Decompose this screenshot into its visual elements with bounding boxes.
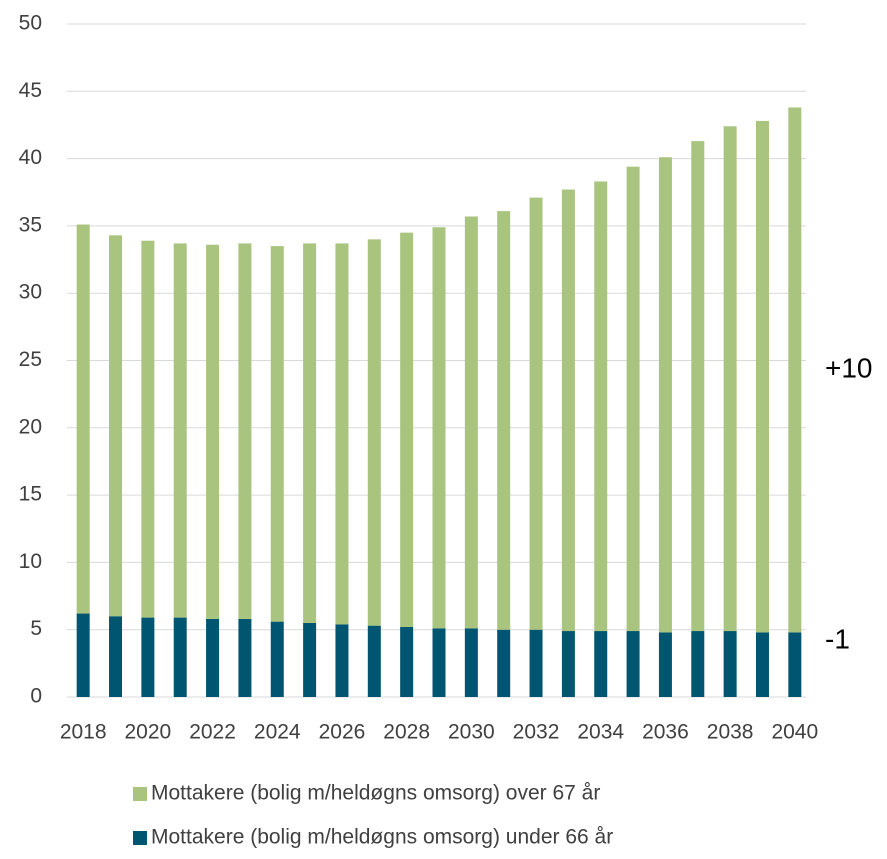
x-tick-label: 2024 [254, 721, 301, 744]
y-tick-label: 25 [19, 348, 42, 371]
bar-segment [529, 197, 543, 630]
x-tick-label: 2018 [60, 721, 107, 744]
bar-segment [432, 628, 446, 697]
bar-segment [335, 624, 349, 697]
bar-segment [141, 617, 155, 697]
bar-segment [335, 243, 349, 625]
bar-segment [755, 120, 769, 633]
y-tick-label: 35 [19, 213, 42, 236]
bar-segment [206, 244, 220, 619]
bar-segment [464, 216, 478, 629]
bar-segment [788, 632, 802, 697]
x-tick-label: 2028 [383, 721, 430, 744]
bar-segment [464, 628, 478, 697]
y-tick-label: 40 [19, 146, 42, 169]
bar-segment [76, 613, 90, 697]
bar-segment [497, 629, 511, 697]
bar-segment [755, 632, 769, 697]
x-tick-label: 2038 [707, 721, 754, 744]
x-tick-label: 2022 [189, 721, 236, 744]
x-tick-label: 2034 [577, 721, 624, 744]
y-tick-label: 0 [30, 685, 42, 708]
x-tick-label: 2036 [642, 721, 689, 744]
bar-segment [529, 629, 543, 697]
bar-segment [303, 243, 317, 623]
bar-segment [270, 246, 284, 622]
x-tick-label: 2030 [448, 721, 495, 744]
bar-segment [141, 240, 155, 618]
bar-segment [658, 157, 672, 633]
bar-segment [367, 239, 381, 626]
y-tick-label: 30 [19, 281, 42, 304]
bar-segment [691, 631, 705, 697]
bar-segment [594, 631, 608, 697]
bar-segment [238, 618, 252, 697]
bar-segment [109, 616, 123, 697]
y-tick-label: 20 [19, 415, 42, 438]
bar-segment [626, 166, 640, 632]
bar-segment [238, 243, 252, 619]
bar-segment [723, 631, 737, 697]
bar-segment [76, 224, 90, 614]
legend-swatch [133, 831, 147, 845]
bar-segment [109, 235, 123, 617]
bar-segment [173, 243, 187, 618]
annotation: +10 [825, 352, 873, 383]
bar-segment [594, 181, 608, 632]
bar-segment [400, 232, 414, 628]
y-tick-label: 5 [30, 617, 42, 640]
legend-label: Mottakere (bolig m/heldøgns omsorg) over… [151, 782, 600, 805]
bar-segment [723, 126, 737, 632]
bar-segment [561, 631, 575, 697]
x-tick-label: 2032 [513, 721, 560, 744]
x-tick-label: 2020 [125, 721, 172, 744]
bar-segment [303, 622, 317, 697]
y-tick-label: 15 [19, 483, 42, 506]
bar-segment [432, 227, 446, 629]
bar-segment [206, 618, 220, 697]
legend-swatch [133, 787, 147, 801]
bar-segment [561, 189, 575, 632]
bar-segment [173, 617, 187, 697]
bar-segment [691, 141, 705, 632]
x-tick-label: 2026 [319, 721, 366, 744]
y-tick-label: 10 [19, 550, 42, 573]
legend-label: Mottakere (bolig m/heldøgns omsorg) unde… [151, 826, 613, 849]
bar-segment [400, 627, 414, 697]
y-tick-label: 50 [19, 12, 42, 35]
y-tick-label: 45 [19, 79, 42, 102]
bar-segment [788, 107, 802, 633]
bar-segment [270, 621, 284, 697]
x-tick-label: 2040 [771, 721, 818, 744]
bar-segment [367, 625, 381, 697]
bar-segment [658, 632, 672, 697]
annotation: -1 [825, 623, 850, 654]
bar-segment [497, 211, 511, 630]
bar-segment [626, 631, 640, 697]
